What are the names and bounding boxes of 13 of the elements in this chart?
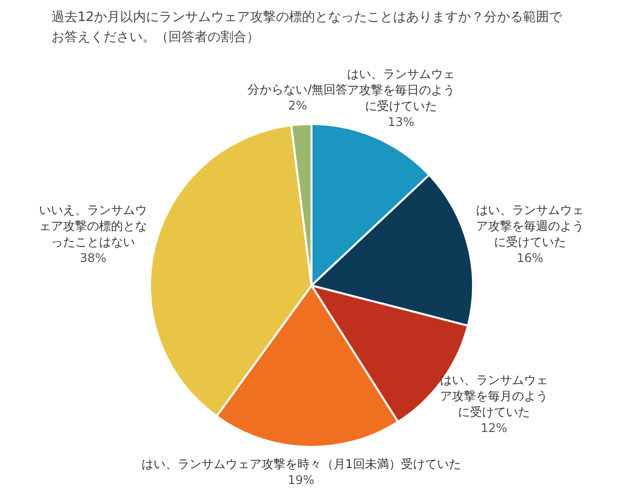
slice-label: 分からない/無回答	[248, 82, 348, 96]
slice-label: はい、ランサムウェア攻撃を毎日のように受けていた	[347, 66, 456, 113]
data-label: 38%	[80, 251, 106, 266]
slice-label: はい、ランサムウェア攻撃を毎週のように受けていた	[476, 203, 584, 250]
data-label: 2%	[288, 98, 308, 112]
data-label: 16%	[516, 251, 544, 266]
slice-label: はい、ランサムウェア攻撃を毎月のように受けていた	[440, 373, 548, 420]
slice-label: いいえ、ランサムウェア攻撃の標的となったことはない	[39, 203, 148, 250]
data-label: 13%	[388, 114, 414, 129]
slice-label: はい、ランサムウェア攻撃を時々（月1回未満）受けていた	[141, 457, 461, 472]
chart-title: 過去12か月以内にランサムウェア攻撃の標的となったことはありますか？分かる範囲でお答えください。（回答者の割合）	[52, 9, 564, 47]
data-label: 12%	[480, 421, 508, 436]
data-label: 19%	[288, 473, 314, 488]
